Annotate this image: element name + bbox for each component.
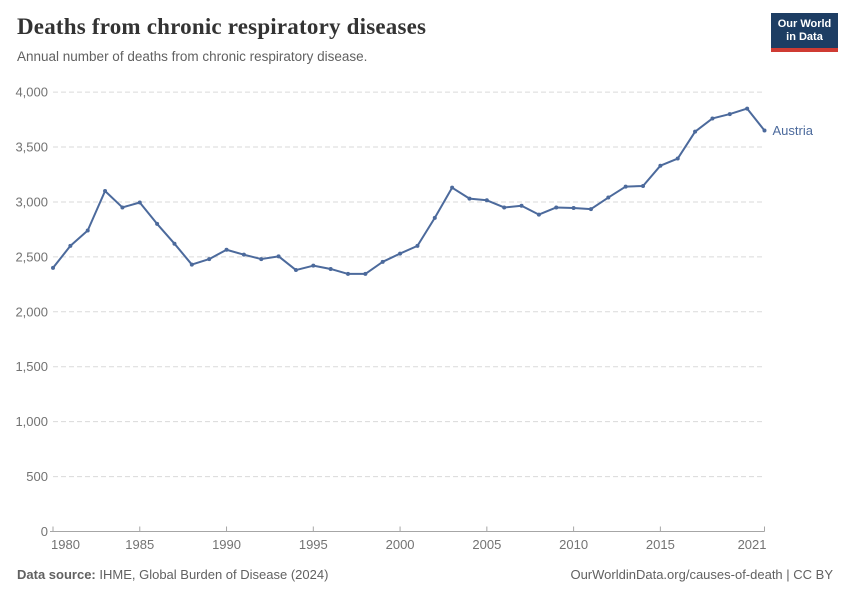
y-tick-label: 1,500 — [15, 359, 48, 374]
data-source-text: IHME, Global Burden of Disease (2024) — [95, 567, 329, 582]
x-axis — [50, 526, 765, 532]
y-tick-labels: 0 500 1,000 1,500 2,000 2,500 3,000 3,500 4,000 — [15, 85, 48, 539]
chart-footer: Data source: IHME, Global Burden of Dise… — [17, 567, 833, 582]
data-point — [623, 184, 628, 189]
series-end-label: Austria — [773, 123, 814, 138]
data-point — [276, 254, 281, 259]
data-point — [693, 129, 698, 134]
data-point — [155, 221, 160, 226]
data-point — [536, 212, 541, 217]
data-point — [571, 205, 576, 210]
x-tick-label: 2010 — [559, 537, 588, 552]
data-point — [432, 215, 437, 220]
data-point — [762, 128, 767, 133]
chart-header: Deaths from chronic respiratory diseases… — [17, 14, 757, 64]
data-point — [675, 156, 680, 161]
y-tick-label: 1,000 — [15, 414, 48, 429]
x-tick-label: 1995 — [299, 537, 328, 552]
data-point — [293, 268, 298, 273]
data-point — [207, 257, 212, 262]
data-point — [606, 195, 611, 200]
data-point — [224, 247, 229, 252]
owid-logo[interactable]: Our World in Data — [771, 13, 838, 52]
data-point — [415, 243, 420, 248]
y-tick-label: 3,000 — [15, 194, 48, 209]
x-tick-labels: 1980 1985 1990 1995 2000 2005 2010 2015 2021 — [51, 537, 767, 552]
data-point — [727, 112, 732, 117]
data-point — [710, 116, 715, 121]
data-point — [519, 203, 524, 208]
data-point — [51, 265, 55, 270]
data-point — [346, 271, 351, 276]
data-point — [467, 196, 472, 201]
data-point — [502, 205, 507, 210]
y-tick-label: 4,000 — [15, 85, 48, 100]
data-point — [484, 198, 489, 203]
data-point — [588, 207, 593, 212]
y-gridlines — [53, 91, 765, 478]
data-point — [398, 251, 403, 256]
data-point — [103, 188, 108, 193]
data-point — [137, 200, 142, 205]
data-point — [241, 252, 246, 257]
data-point — [328, 266, 333, 271]
y-tick-label: 0 — [41, 524, 48, 539]
series-line-austria — [52, 107, 766, 275]
data-point — [745, 106, 750, 111]
y-tick-label: 2,500 — [15, 249, 48, 264]
x-tick-label: 2000 — [386, 537, 415, 552]
x-tick-label: 2005 — [472, 537, 501, 552]
y-tick-label: 3,500 — [15, 140, 48, 155]
data-point — [450, 185, 455, 190]
data-point — [363, 271, 368, 276]
data-point — [554, 205, 559, 210]
data-point — [311, 263, 316, 268]
data-point — [120, 205, 125, 210]
x-tick-label: 1990 — [212, 537, 241, 552]
data-point — [641, 184, 646, 189]
data-point — [172, 241, 177, 246]
series-markers — [51, 106, 767, 276]
y-tick-label: 2,000 — [15, 304, 48, 319]
data-point — [68, 243, 73, 248]
page-title: Deaths from chronic respiratory diseases — [17, 14, 427, 39]
data-source-label: Data source: — [17, 567, 96, 582]
logo-line-1: Our World — [777, 17, 832, 30]
x-tick-label: 1980 — [51, 537, 80, 552]
data-point — [658, 163, 663, 168]
data-point — [259, 257, 264, 262]
y-tick-label: 500 — [26, 469, 48, 484]
chart-subtitle: Annual number of deaths from chronic res… — [17, 49, 368, 64]
x-tick-label: 2021 — [738, 537, 767, 552]
logo-line-2: in Data — [786, 30, 823, 43]
data-point — [380, 259, 385, 264]
data-point — [189, 262, 194, 267]
data-point — [85, 228, 90, 233]
data-source-note: Data source: IHME, Global Burden of Dise… — [17, 567, 328, 582]
x-tick-label: 1985 — [125, 537, 154, 552]
footer-citation-link[interactable]: OurWorldinData.org/causes-of-death | CC … — [570, 567, 833, 582]
x-tick-label: 2015 — [646, 537, 675, 552]
